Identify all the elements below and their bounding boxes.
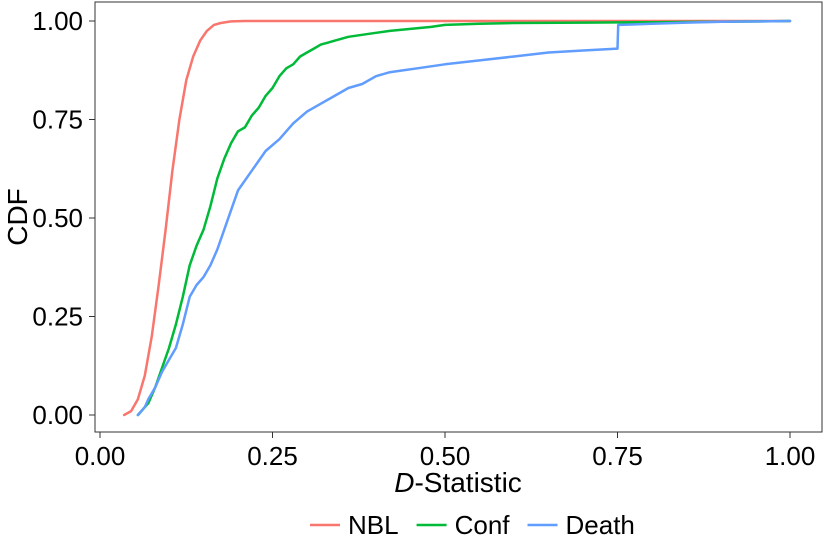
series-layer	[122, 19, 792, 417]
series-line-nbl	[122, 19, 792, 417]
x-tick-label: 0.00	[75, 441, 126, 471]
series-line-conf	[136, 19, 792, 417]
legend-label-death: Death	[566, 510, 635, 540]
x-tick-label: 0.25	[247, 441, 298, 471]
x-tick-label: 0.75	[592, 441, 643, 471]
y-tick-label: 0.50	[32, 203, 83, 233]
x-axis-title-italic: D	[394, 467, 414, 498]
y-tick-label: 0.00	[32, 400, 83, 430]
y-tick-label: 1.00	[32, 6, 83, 36]
y-axis-title: CDF	[2, 188, 33, 246]
y-tick-label: 0.25	[32, 302, 83, 332]
legend-label-conf: Conf	[455, 510, 511, 540]
legend-label-nbl: NBL	[348, 510, 399, 540]
x-axis: 0.00 0.25 0.50 0.75 1.00	[75, 432, 816, 471]
x-axis-title-rest: -Statistic	[414, 467, 521, 498]
x-axis-title: D-Statistic	[394, 467, 522, 498]
legend: NBL Conf Death	[310, 510, 635, 540]
plot-panel-border	[94, 1, 823, 433]
series-line-death	[136, 19, 792, 417]
x-tick-label: 0.50	[420, 441, 471, 471]
y-tick-label: 0.75	[32, 105, 83, 135]
y-axis: 0.00 0.25 0.50 0.75 1.00	[32, 6, 95, 430]
x-tick-label: 1.00	[765, 441, 816, 471]
